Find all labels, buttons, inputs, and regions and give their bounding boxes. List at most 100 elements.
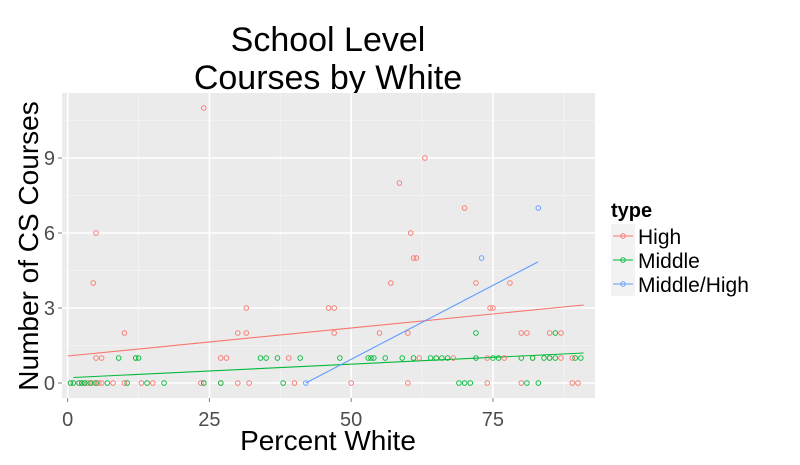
point-middle-36 [444, 355, 451, 361]
point-middle-9 [144, 380, 150, 386]
point-middle-34 [433, 355, 439, 361]
point-high-67 [201, 105, 207, 111]
point-middle-29 [371, 355, 377, 361]
point-high-9 [98, 380, 105, 386]
point-middle-24 [274, 355, 281, 361]
y-tick-label-1: 3 [44, 298, 55, 320]
point-high-19 [291, 380, 298, 386]
point-high-4 [84, 380, 91, 386]
minor-gridlines [62, 93, 595, 398]
x-tick-label-2: 50 [340, 409, 362, 431]
point-middle-21 [135, 355, 142, 361]
legend-label-high: High [638, 226, 681, 249]
point-high-52 [325, 305, 332, 311]
point-high-17 [235, 380, 241, 386]
y-tick-label-3: 9 [44, 148, 55, 170]
point-middle-25 [297, 355, 303, 361]
point-middle-4 [81, 380, 88, 386]
major-gridlines [62, 93, 595, 398]
point-high-48 [524, 330, 530, 336]
point-middle-7 [104, 380, 111, 386]
point-high-10 [110, 380, 116, 386]
point-middle-19 [115, 355, 122, 361]
point-middle-42 [541, 355, 547, 361]
point-high-24 [569, 380, 576, 386]
plot-panel [62, 93, 595, 398]
point-high-8 [96, 380, 102, 386]
fit-line-middle-high [305, 261, 539, 384]
point-middle-41 [529, 355, 536, 361]
point-middle-12 [218, 380, 224, 386]
point-high-11 [121, 380, 128, 386]
point-high-58 [473, 280, 479, 286]
legend-label-middle-high: Middle/High [638, 274, 749, 297]
legend-marker-middle-high [620, 281, 626, 287]
point-high-31 [286, 355, 292, 361]
point-high-59 [507, 280, 513, 286]
point-high-62 [93, 230, 99, 236]
point-high-50 [558, 330, 564, 336]
point-high-34 [450, 355, 456, 361]
point-high-20 [348, 380, 354, 386]
point-high-26 [93, 355, 99, 361]
point-high-30 [223, 355, 230, 361]
point-middle-40 [518, 355, 525, 361]
point-high-22 [484, 380, 491, 386]
point-middle-16 [467, 380, 474, 386]
point-high-36 [501, 355, 508, 361]
point-middle-45 [572, 355, 578, 361]
fit-lines [67, 261, 584, 384]
point-middle-high-2 [535, 205, 542, 211]
point-middle-13 [280, 380, 286, 386]
point-middle-0 [67, 380, 74, 386]
chart-title-line-2: Courses by White [194, 59, 462, 97]
point-middle-18 [535, 380, 542, 386]
point-high-27 [98, 355, 105, 361]
y-axis: 0 3 6 9 [44, 148, 62, 395]
point-high-42 [235, 330, 241, 336]
legend-marker-middle [620, 257, 626, 263]
y-tick-label-0: 0 [44, 373, 55, 395]
point-high-51 [243, 305, 250, 311]
fit-line-middle [73, 352, 584, 379]
point-middle-38 [490, 355, 496, 361]
point-middle-3 [79, 380, 85, 386]
legend-label-middle: Middle [638, 250, 700, 273]
point-high-56 [90, 280, 96, 286]
point-high-23 [518, 380, 525, 386]
point-middle-32 [410, 355, 417, 361]
point-high-43 [243, 330, 250, 336]
point-middle-8 [124, 380, 130, 386]
point-middle-28 [368, 355, 374, 361]
point-high-60 [410, 255, 417, 261]
point-high-13 [149, 380, 156, 386]
point-middle-46 [578, 355, 584, 361]
data-points [67, 105, 584, 386]
point-middle-33 [427, 355, 434, 361]
point-high-65 [396, 180, 403, 186]
point-middle-2 [76, 380, 82, 386]
point-high-46 [405, 330, 411, 336]
x-axis-title: Percent White [240, 425, 416, 456]
x-tick-label-3: 75 [482, 409, 504, 431]
point-middle-5 [87, 380, 94, 386]
point-middle-1 [70, 380, 77, 386]
x-axis: 0 25 50 75 [62, 398, 504, 431]
point-middle-27 [365, 355, 371, 361]
point-middle-17 [524, 380, 530, 386]
point-high-39 [558, 355, 564, 361]
point-middle-48 [552, 330, 559, 336]
point-middle-23 [263, 355, 269, 361]
point-high-25 [575, 380, 581, 386]
point-middle-14 [456, 380, 462, 386]
point-high-41 [121, 330, 128, 336]
y-tick-label-2: 6 [44, 223, 55, 245]
point-middle-22 [257, 355, 264, 361]
point-high-14 [198, 380, 204, 386]
point-high-61 [413, 255, 420, 261]
point-high-53 [331, 305, 337, 311]
point-middle-44 [552, 355, 559, 361]
point-middle-26 [337, 355, 343, 361]
